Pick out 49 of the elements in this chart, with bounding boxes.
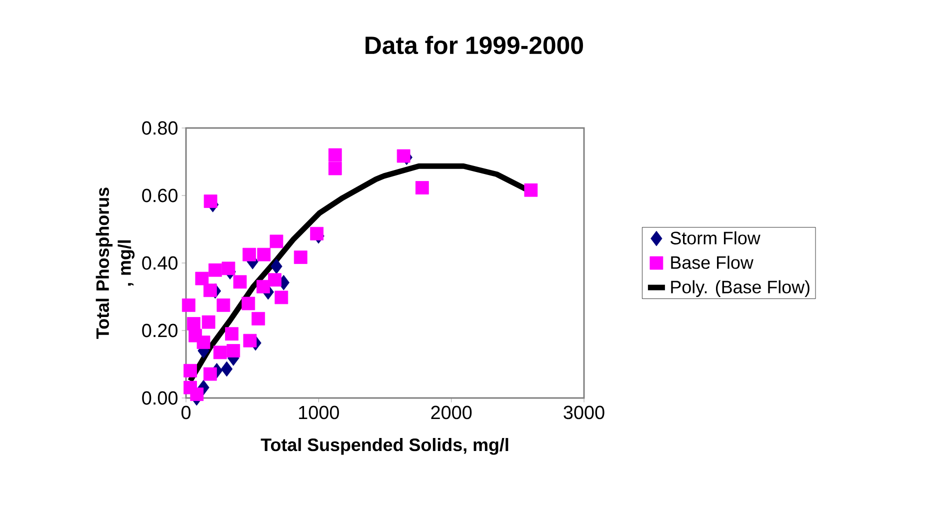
point xyxy=(270,258,282,274)
point xyxy=(268,273,282,287)
point xyxy=(252,312,266,326)
point xyxy=(204,194,218,208)
y-axis-title: Total Phosphorus , mg/l xyxy=(96,188,135,339)
point xyxy=(182,298,196,312)
point xyxy=(256,280,270,294)
point xyxy=(195,272,209,286)
x-tick-label: 2000 xyxy=(431,406,472,420)
point xyxy=(243,334,257,348)
point xyxy=(190,388,204,401)
point xyxy=(242,296,256,310)
point xyxy=(202,315,216,329)
legend-label: Poly. (Base Flow) xyxy=(671,280,810,297)
point xyxy=(396,149,410,163)
x-axis-title: Total Suspended Solids, mg/l xyxy=(260,438,508,455)
y-tick-label: 0.20 xyxy=(142,324,178,338)
x-tick-label: 1000 xyxy=(299,406,339,420)
point xyxy=(203,367,217,381)
y-tick-label: 0.00 xyxy=(142,391,178,405)
point xyxy=(270,234,284,248)
point xyxy=(226,344,240,358)
point xyxy=(415,181,429,194)
y-tick-label: 0.40 xyxy=(142,256,178,270)
point xyxy=(310,226,324,240)
x-tick-label: 3000 xyxy=(564,406,604,420)
y-tick-label: 0.80 xyxy=(142,121,178,135)
point xyxy=(242,248,256,262)
point xyxy=(203,284,217,298)
point xyxy=(274,290,288,304)
point xyxy=(233,275,247,289)
x-tick-label: 0 xyxy=(181,406,191,420)
point xyxy=(328,148,342,162)
point xyxy=(294,250,308,264)
point xyxy=(524,183,538,197)
legend-label: Base Flow xyxy=(671,256,754,269)
point xyxy=(222,262,236,276)
y-tick-label: 0.60 xyxy=(142,188,178,202)
point xyxy=(184,364,197,378)
chart-title: Data for 1999-2000 xyxy=(366,36,583,54)
point xyxy=(213,346,227,360)
point xyxy=(328,162,342,176)
point xyxy=(216,298,230,312)
legend-label: Storm Flow xyxy=(670,231,760,244)
point xyxy=(196,336,210,350)
point xyxy=(225,327,238,341)
point xyxy=(220,361,233,377)
point xyxy=(208,263,222,277)
point xyxy=(257,248,271,262)
